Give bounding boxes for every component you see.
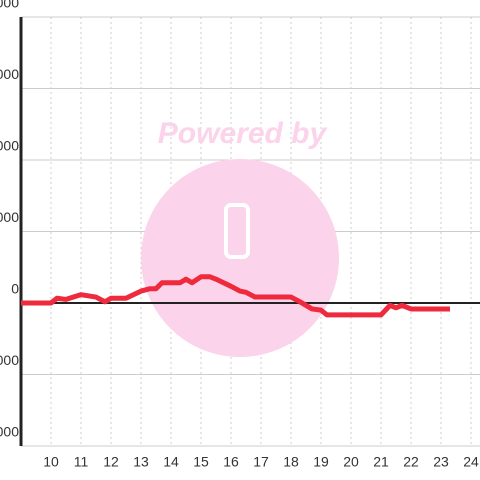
x-tick-label: 19 — [313, 454, 329, 470]
y-tick-label: -3,000 — [0, 352, 19, 368]
y-tick-label: -6,000 — [0, 424, 19, 440]
x-tick-label: 24 — [463, 454, 479, 470]
x-tick-label: 20 — [343, 454, 359, 470]
x-tick-label: 14 — [163, 454, 179, 470]
y-tick-label: 0 — [11, 281, 19, 297]
x-tick-label: 10 — [43, 454, 59, 470]
x-tick-label: 15 — [193, 454, 209, 470]
x-tick-label: 13 — [133, 454, 149, 470]
watermark-icon — [224, 203, 250, 259]
watermark-text: Powered by — [158, 117, 328, 150]
y-tick-label: 9,000 — [0, 66, 19, 82]
x-tick-label: 18 — [283, 454, 299, 470]
y-tick-label: 6,000 — [0, 138, 19, 154]
x-tick-label: 21 — [373, 454, 389, 470]
y-tick-label: 3,000 — [0, 209, 19, 225]
y-tick-label: 12,000 — [0, 0, 19, 11]
x-tick-label: 17 — [253, 454, 269, 470]
x-tick-label: 16 — [223, 454, 239, 470]
x-tick-label: 12 — [103, 454, 119, 470]
x-tick-label: 22 — [403, 454, 419, 470]
x-tick-label: 23 — [433, 454, 449, 470]
x-tick-label: 11 — [74, 454, 89, 470]
data-line — [21, 274, 450, 318]
